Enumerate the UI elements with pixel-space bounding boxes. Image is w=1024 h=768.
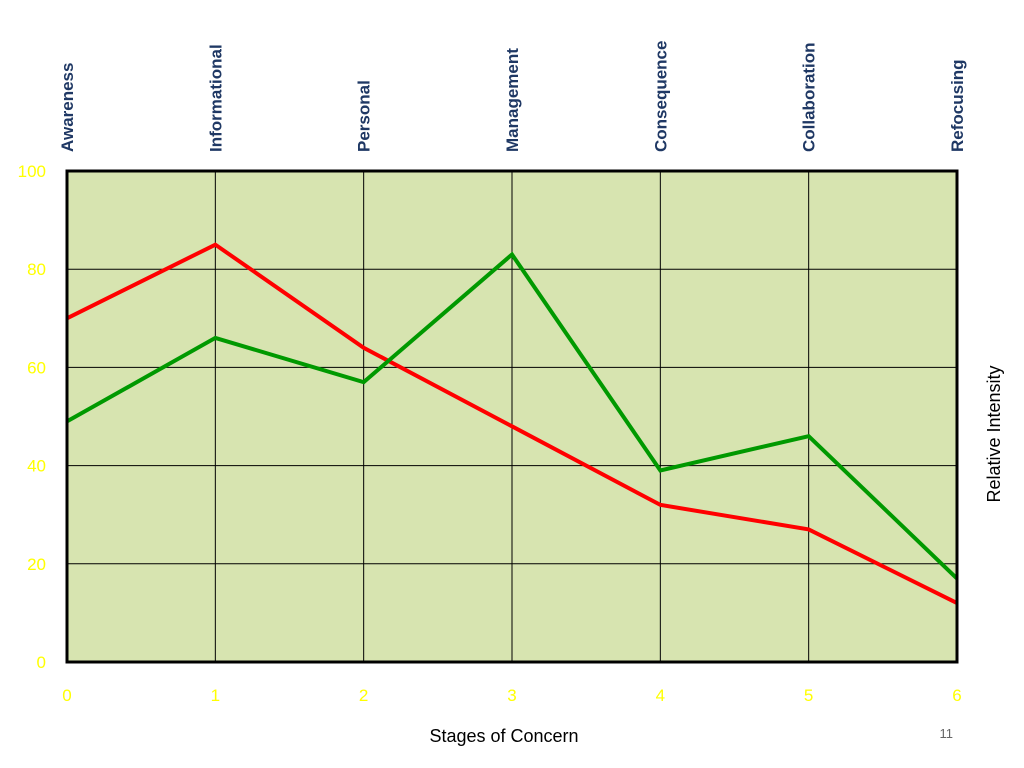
x-tick-label: 0 bbox=[62, 686, 71, 705]
stage-label: Consequence bbox=[651, 41, 670, 152]
y-tick-label: 60 bbox=[27, 358, 46, 377]
series-group bbox=[66, 242, 959, 605]
y-axis-title: Relative Intensity bbox=[984, 365, 1004, 502]
stage-label: Refocusing bbox=[948, 59, 967, 152]
x-tick-label: 2 bbox=[359, 686, 368, 705]
stage-label: Informational bbox=[206, 44, 225, 152]
y-tick-label: 20 bbox=[27, 555, 46, 574]
x-tick-labels: 0 1 2 3 4 5 6 bbox=[62, 686, 961, 705]
y-tick-labels: 0 20 40 60 80 100 bbox=[18, 162, 46, 672]
x-tick-label: 5 bbox=[804, 686, 813, 705]
stage-label: Management bbox=[503, 48, 522, 152]
stage-label: Collaboration bbox=[800, 42, 819, 152]
series-line-1 bbox=[66, 242, 958, 605]
y-tick-label: 80 bbox=[27, 260, 46, 279]
plot-border bbox=[65, 169, 959, 664]
series-line-2 bbox=[66, 251, 959, 580]
x-tick-label: 4 bbox=[656, 686, 665, 705]
y-tick-label: 100 bbox=[18, 162, 46, 181]
y-tick-label: 0 bbox=[37, 653, 46, 672]
x-tick-label: 6 bbox=[952, 686, 961, 705]
stage-label: Personal bbox=[355, 80, 374, 152]
grid bbox=[67, 171, 957, 662]
page-number: 11 bbox=[940, 726, 954, 741]
x-axis-title: Stages of Concern bbox=[429, 726, 578, 746]
stage-label: Awareness bbox=[58, 63, 77, 152]
y-tick-label: 40 bbox=[27, 457, 46, 476]
x-tick-label: 1 bbox=[211, 686, 220, 705]
x-tick-label: 3 bbox=[507, 686, 516, 705]
stage-labels: Awareness Informational Personal Management… bbox=[58, 41, 967, 152]
